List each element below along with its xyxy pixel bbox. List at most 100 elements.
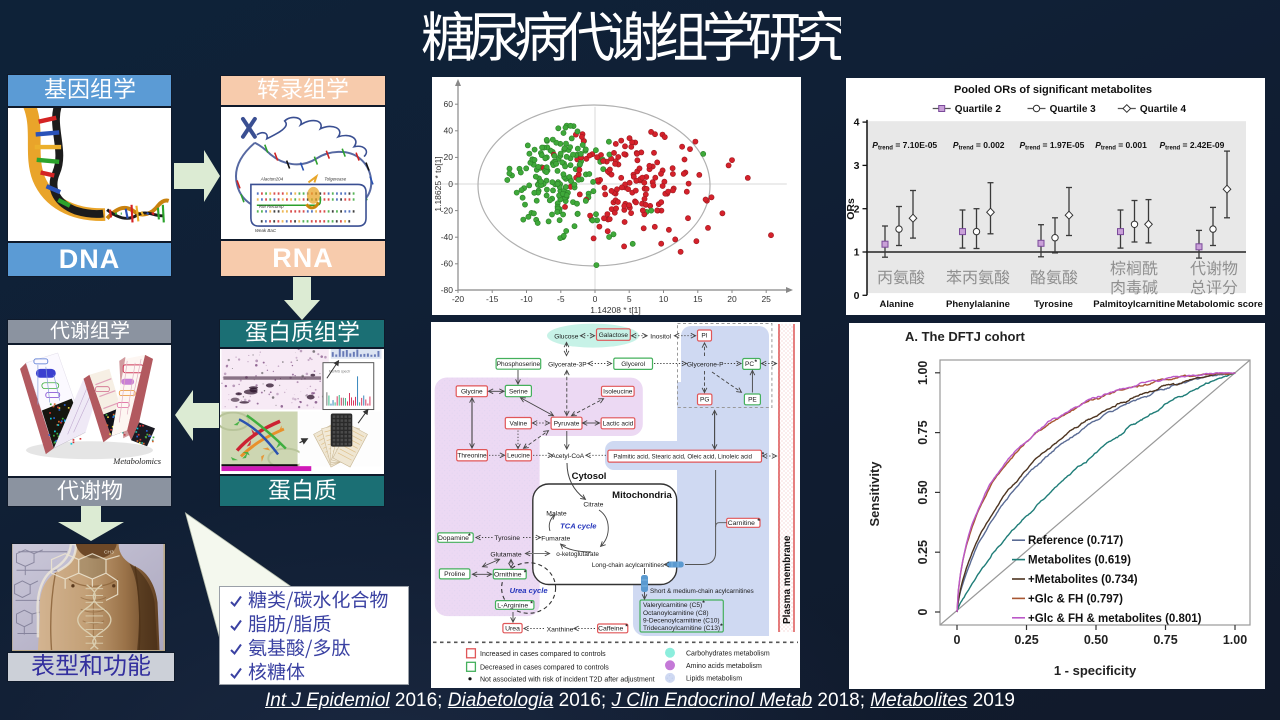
svg-text:Tyrosine: Tyrosine <box>494 535 520 542</box>
svg-text:Lactic acid: Lactic acid <box>603 421 634 428</box>
svg-text:40: 40 <box>444 126 454 136</box>
svg-text:MS/MS spectr: MS/MS spectr <box>329 369 351 373</box>
svg-text:Amino acids metabolism: Amino acids metabolism <box>686 663 762 670</box>
svg-text:*: * <box>530 600 533 607</box>
svg-text:60: 60 <box>444 99 454 109</box>
svg-text:Xanthine: Xanthine <box>547 626 574 633</box>
svg-text:Decreased in cases compared to: Decreased in cases compared to controls <box>480 664 609 671</box>
svg-text:10: 10 <box>659 294 669 304</box>
svg-text:Caffeine: Caffeine <box>598 626 623 633</box>
svg-text:15: 15 <box>693 294 703 304</box>
svg-text:Reference (0.717): Reference (0.717) <box>1028 535 1123 547</box>
svg-text:0.50: 0.50 <box>916 480 930 504</box>
svg-text:-10: -10 <box>520 294 533 304</box>
svg-text:1.00: 1.00 <box>1223 633 1247 647</box>
svg-text:Glutamate: Glutamate <box>490 551 522 558</box>
svg-text:Plasma membrane: Plasma membrane <box>782 535 793 624</box>
svg-text:Not associated with risk of in: Not associated with risk of incident T2D… <box>480 676 655 683</box>
svg-text:Metabolites (0.619): Metabolites (0.619) <box>1028 555 1131 567</box>
svg-text:Phenylalanine: Phenylalanine <box>946 299 1010 310</box>
svg-text:-20: -20 <box>441 205 454 215</box>
svg-text:Valerylcarnitine (C5)*: Valerylcarnitine (C5)* <box>643 600 705 609</box>
svg-text:2: 2 <box>854 203 860 215</box>
svg-text:-15: -15 <box>486 294 499 304</box>
svg-text:5: 5 <box>627 294 632 304</box>
svg-text:Alacton204: Alacton204 <box>260 176 284 181</box>
svg-text:Sensitivity: Sensitivity <box>867 461 882 527</box>
svg-text:CH3: CH3 <box>104 550 114 556</box>
svg-text:-80: -80 <box>441 285 454 295</box>
svg-text:9-Decenoylcarnitine (C10): 9-Decenoylcarnitine (C10) <box>643 617 720 624</box>
svg-text:*: * <box>625 624 628 631</box>
svg-text:Galactose: Galactose <box>599 332 629 339</box>
svg-text:Pyruvate: Pyruvate <box>554 421 580 428</box>
svg-text:Ornithine: Ornithine <box>494 572 522 579</box>
svg-text:*: * <box>524 570 527 577</box>
svg-text:Tyrosine: Tyrosine <box>1034 299 1073 310</box>
svg-text:4: 4 <box>854 117 860 129</box>
svg-text:Fumarate: Fumarate <box>541 536 570 543</box>
svg-text:Mitochondria: Mitochondria <box>612 490 672 501</box>
svg-text:1 - specificity: 1 - specificity <box>1054 663 1137 678</box>
svg-text:Glycerol: Glycerol <box>621 361 645 368</box>
svg-text:Palmitic acid, Stearic acid, O: Palmitic acid, Stearic acid, Oleic acid,… <box>613 453 752 460</box>
svg-text:Carnitine: Carnitine <box>728 520 755 527</box>
svg-text:Ptrend = 1.97E-05: Ptrend = 1.97E-05 <box>1020 140 1085 152</box>
svg-text:Glycerate-3P: Glycerate-3P <box>548 361 587 368</box>
svg-text:1.00: 1.00 <box>916 361 930 385</box>
svg-text:Short & medium-chain acylcarni: Short & medium-chain acylcarnitines <box>650 588 754 595</box>
svg-text:0.50: 0.50 <box>1084 633 1108 647</box>
svg-text:1: 1 <box>854 247 860 259</box>
svg-text:L-Arginine: L-Arginine <box>497 602 528 609</box>
svg-text:Ptrend = 0.001: Ptrend = 0.001 <box>1095 140 1147 152</box>
svg-text:Quartile 2: Quartile 2 <box>955 104 1002 115</box>
svg-text:Long-chain acylcarnitines: Long-chain acylcarnitines <box>592 562 664 569</box>
svg-text:0.75: 0.75 <box>1153 633 1177 647</box>
svg-text:Quartile 4: Quartile 4 <box>1140 104 1187 115</box>
svg-text:Threonine: Threonine <box>457 453 487 460</box>
svg-text:*: * <box>755 359 758 366</box>
svg-text:Carbohydrates metabolism: Carbohydrates metabolism <box>686 651 770 658</box>
svg-text:0: 0 <box>954 633 961 647</box>
svg-text:A. The DFTJ cohort: A. The DFTJ cohort <box>905 329 1026 344</box>
svg-text:20: 20 <box>727 294 737 304</box>
svg-text:Leucine: Leucine <box>507 453 530 460</box>
svg-text:3: 3 <box>854 160 860 172</box>
svg-text:-5: -5 <box>557 294 565 304</box>
svg-text:PC: PC <box>745 361 754 368</box>
svg-text:Isoleucine: Isoleucine <box>603 389 633 396</box>
svg-text:TCA cycle: TCA cycle <box>560 522 597 531</box>
svg-text:*: * <box>468 533 471 540</box>
svg-text:Metabolomics: Metabolomics <box>112 456 161 466</box>
svg-text:*: * <box>757 518 760 525</box>
svg-text:Cytosol: Cytosol <box>572 471 607 482</box>
svg-text:PG: PG <box>700 397 709 404</box>
svg-text:Ptrend = 2.42E-09: Ptrend = 2.42E-09 <box>1160 140 1225 152</box>
svg-text:Glycerone-P: Glycerone-P <box>687 362 724 369</box>
svg-text:Increased in cases compared to: Increased in cases compared to controls <box>480 651 606 658</box>
svg-text:Palmitoylcarnitine: Palmitoylcarnitine <box>1093 299 1175 310</box>
svg-text:0.75: 0.75 <box>916 420 930 444</box>
svg-text:PE: PE <box>748 397 757 404</box>
svg-text:1.14208 * t[1]: 1.14208 * t[1] <box>590 305 641 315</box>
svg-text:-60: -60 <box>441 259 454 269</box>
svg-text:Glycine: Glycine <box>461 389 483 396</box>
svg-text:Citrate: Citrate <box>583 501 603 508</box>
svg-text:Serine: Serine <box>509 388 528 395</box>
svg-text:+Glc & FH & metabolites (0.801: +Glc & FH & metabolites (0.801) <box>1028 613 1202 625</box>
svg-text:-20: -20 <box>452 294 465 304</box>
svg-text:-40: -40 <box>441 232 454 242</box>
svg-text:Quartile 3: Quartile 3 <box>1050 104 1097 115</box>
svg-text:RM Recomp: RM Recomp <box>259 204 284 209</box>
svg-text:Pooled ORs of significant meta: Pooled ORs of significant metabolites <box>954 84 1152 96</box>
svg-text:Ptrend = 7.10E-05: Ptrend = 7.10E-05 <box>872 140 937 152</box>
svg-text:20: 20 <box>444 152 454 162</box>
svg-text:Weak BaC: Weak BaC <box>255 228 277 233</box>
svg-text:PI: PI <box>701 333 707 340</box>
svg-text:Acetyl-CoA: Acetyl-CoA <box>551 453 585 460</box>
svg-text:Metabolomic score: Metabolomic score <box>1177 299 1263 310</box>
svg-text:Phosphoserine: Phosphoserine <box>497 361 541 368</box>
svg-text:Dopamine: Dopamine <box>438 535 469 542</box>
svg-text:Alanine: Alanine <box>880 299 914 310</box>
svg-text:0.25: 0.25 <box>916 540 930 564</box>
